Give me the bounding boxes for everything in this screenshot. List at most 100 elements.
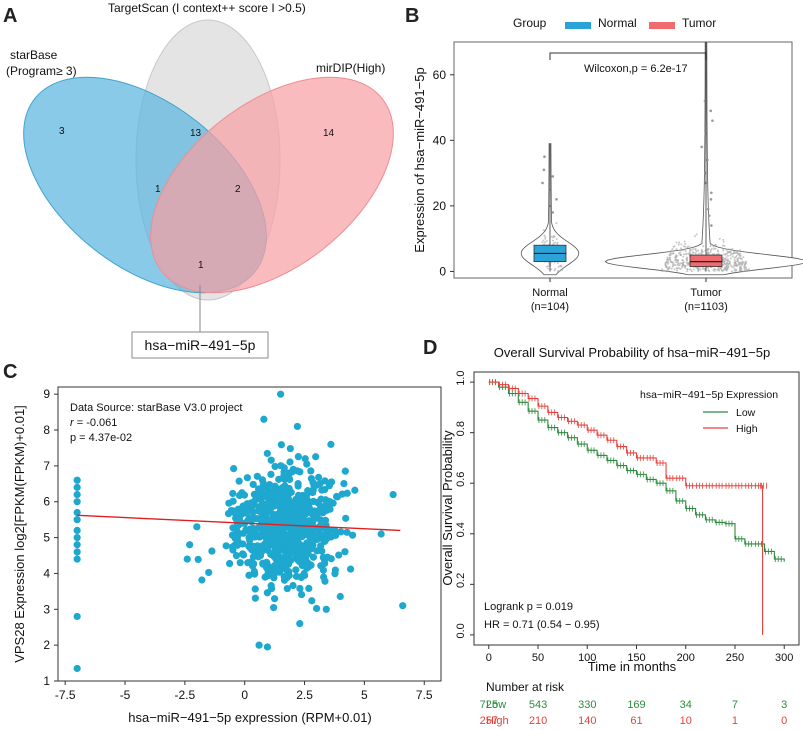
- x-tick-label: 0: [241, 688, 248, 702]
- jitter-point: [736, 252, 739, 255]
- jitter-point: [541, 241, 544, 244]
- panel-a: A starBase (Program≥ 3) TargetScan (I co…: [3, 1, 394, 359]
- jitter-point: [697, 249, 700, 252]
- scatter-point: [222, 542, 230, 550]
- scatter-point: [277, 441, 285, 449]
- scatter-point: [240, 491, 249, 499]
- jitter-point: [673, 245, 676, 248]
- scatter-point: [296, 468, 304, 476]
- y-tick-label: 2: [43, 638, 50, 652]
- x-tick-label: 250: [726, 652, 744, 664]
- x-tick-label: 5: [361, 688, 368, 702]
- jitter-point: [721, 244, 724, 247]
- risk-value-high: 10: [680, 715, 692, 727]
- scatter-point: [228, 543, 237, 551]
- scatter-point: [322, 535, 330, 543]
- panel-letter-c: C: [3, 361, 17, 383]
- jitter-point: [553, 269, 556, 272]
- scatter-point: [327, 440, 335, 448]
- scatter-point: [276, 510, 284, 518]
- risk-value-low: 7: [732, 699, 738, 711]
- jitter-point: [742, 270, 745, 273]
- jitter-point: [735, 264, 738, 267]
- jitter-point: [728, 262, 731, 265]
- jitter-point: [681, 259, 684, 262]
- scatter-point: [273, 558, 281, 566]
- jitter-point: [740, 267, 743, 270]
- outlier-point: [710, 224, 713, 227]
- jitter-point: [742, 256, 745, 259]
- scatter-point: [296, 495, 304, 503]
- scatter-point: [341, 548, 349, 556]
- jitter-point: [735, 249, 738, 252]
- y-tick-label: 1.0: [455, 370, 467, 385]
- scatter-point: [301, 455, 309, 463]
- outlier-point: [706, 158, 709, 162]
- panel-b: B Group Normal Tumor 0 20 40 60 Expression o…: [405, 5, 803, 313]
- jitter-point: [725, 269, 728, 272]
- jitter-point: [747, 268, 750, 271]
- jitter-point: [670, 267, 673, 270]
- jitter-point: [709, 245, 712, 248]
- scatter-point: [271, 482, 279, 490]
- jitter-point: [713, 247, 716, 250]
- scatter-point: [276, 568, 284, 576]
- jitter-point: [744, 262, 747, 265]
- jitter-point: [717, 250, 720, 253]
- risk-value-low: 34: [680, 699, 692, 711]
- jitter-point: [746, 268, 749, 271]
- jitter-point: [682, 255, 685, 258]
- jitter-point: [687, 245, 690, 248]
- outlier-point: [707, 214, 711, 218]
- risk-value-high: 140: [578, 715, 596, 727]
- jitter-point: [687, 252, 690, 255]
- jitter-point: [748, 269, 751, 272]
- jitter-point: [686, 259, 689, 262]
- scatter-point: [308, 597, 316, 605]
- scatter-point: [303, 491, 311, 499]
- jitter-point: [668, 267, 671, 270]
- scatter-point: [267, 516, 275, 524]
- scatter-point: [304, 549, 312, 558]
- jitter-point: [731, 265, 734, 268]
- scatter-point: [283, 584, 291, 593]
- y-axis-label: VPS28 Expression log2[FPKM(FPKM)+0.01]: [12, 405, 27, 663]
- jitter-point: [743, 267, 746, 270]
- scatter-point: [312, 604, 321, 613]
- jitter-point: [738, 255, 741, 258]
- x-tick-label: 2.5: [296, 688, 313, 702]
- jitter-point: [697, 267, 700, 270]
- survival-legend-label-high: High: [736, 423, 758, 435]
- x-tick-label: 7.5: [416, 688, 433, 702]
- jitter-point: [686, 268, 689, 271]
- scatter-point: [297, 590, 306, 599]
- scatter-point: [267, 582, 275, 590]
- panel-letter-a: A: [3, 5, 17, 27]
- scatter-point: [294, 453, 302, 461]
- scatter-point: [275, 497, 284, 505]
- jitter-point: [712, 269, 715, 272]
- venn-label-targetscan: TargetScan (I context++ score I >0.5): [108, 1, 306, 15]
- scatter-point: [289, 581, 297, 590]
- scatter-point: [294, 552, 302, 560]
- callout-box: [131, 331, 269, 359]
- outlier-point: [709, 109, 712, 113]
- y-tick-label: 9: [43, 387, 50, 401]
- scatter-point: [320, 504, 328, 513]
- venn-set-mirdip: [150, 76, 394, 294]
- scatter-point: [225, 559, 234, 568]
- scatter-point: [208, 547, 216, 555]
- risk-row-label-high: High: [486, 715, 509, 727]
- y-tick-label: 60: [433, 68, 447, 82]
- scatter-point: [266, 489, 275, 497]
- scatter-point: [284, 469, 292, 477]
- scatter-point: [73, 533, 81, 542]
- x-tick-count: (n=1103): [684, 301, 728, 313]
- jitter-point: [678, 267, 681, 270]
- scatter-point: [224, 509, 233, 518]
- jitter-point: [664, 264, 667, 267]
- scatter-point: [265, 501, 273, 510]
- jitter-point: [699, 268, 702, 271]
- jitter-point: [707, 251, 710, 254]
